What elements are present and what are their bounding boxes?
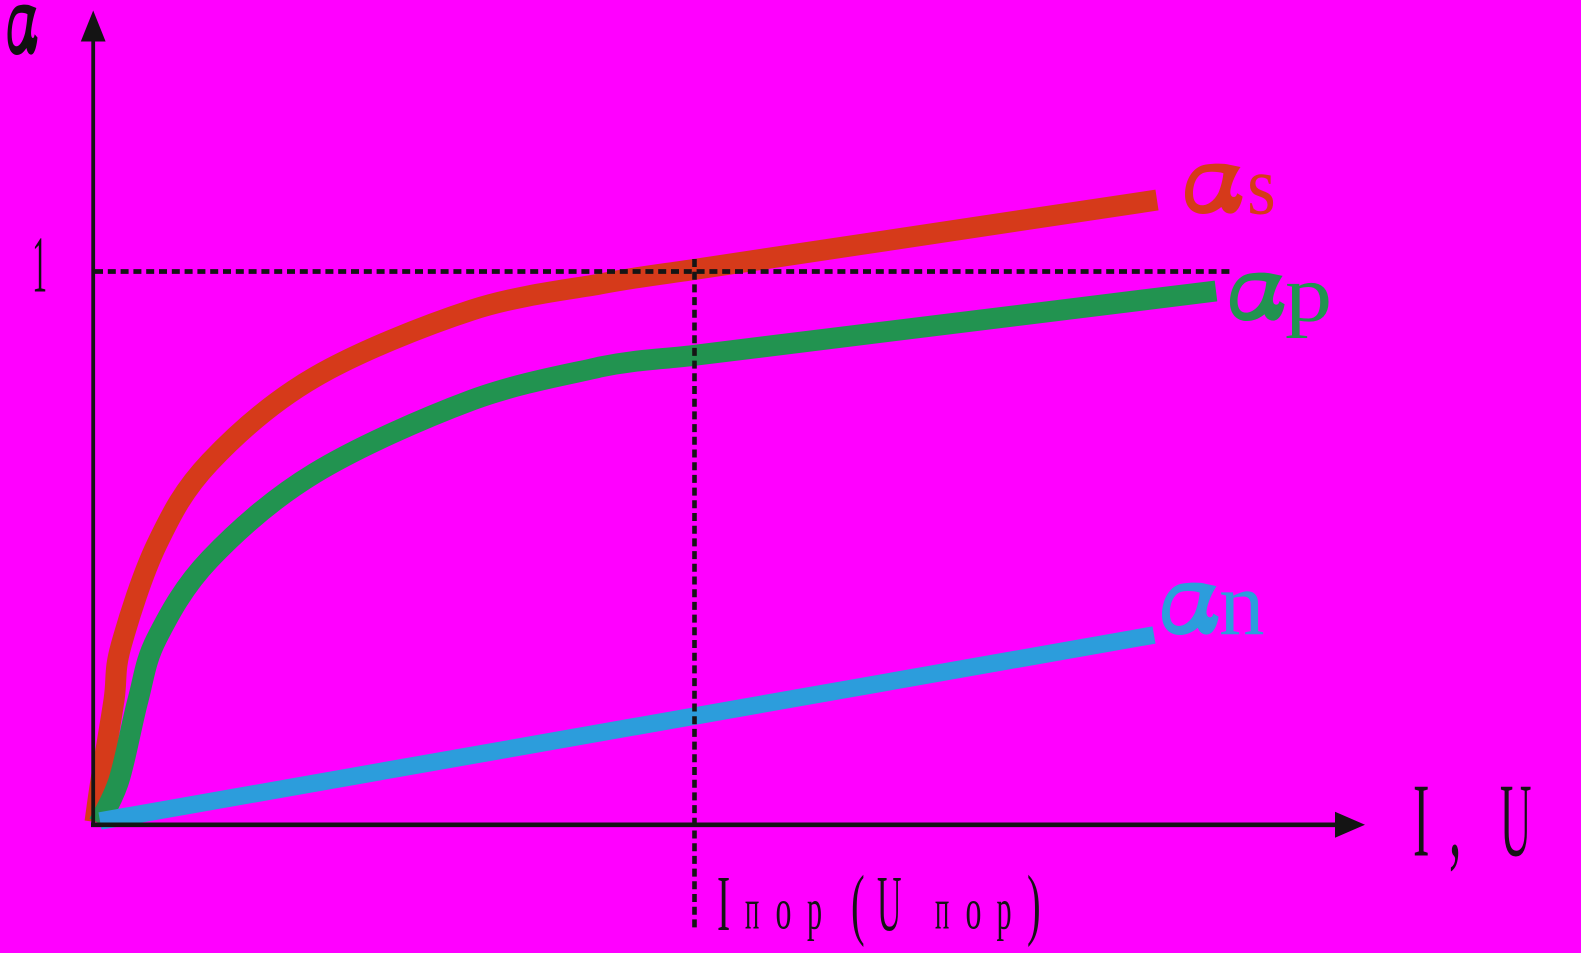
svg-text:I: I [717, 859, 730, 948]
svg-text:о: о [776, 878, 792, 942]
svg-text:р: р [997, 877, 1012, 941]
svg-text:I: I [1413, 762, 1429, 878]
svg-text:(: ( [851, 860, 865, 948]
svg-text:U: U [877, 861, 902, 948]
svg-text:): ) [1027, 860, 1041, 948]
svg-text:1: 1 [32, 221, 47, 310]
svg-text:р: р [807, 877, 822, 941]
svg-text:,: , [1449, 762, 1461, 878]
svg-text:U: U [1500, 763, 1531, 879]
svg-text:s: s [1247, 139, 1276, 232]
svg-text:п: п [745, 877, 759, 941]
svg-text:п: п [935, 877, 949, 941]
svg-text:p: p [1285, 250, 1332, 339]
svg-text:n: n [1219, 554, 1265, 655]
svg-text:о: о [966, 878, 982, 942]
